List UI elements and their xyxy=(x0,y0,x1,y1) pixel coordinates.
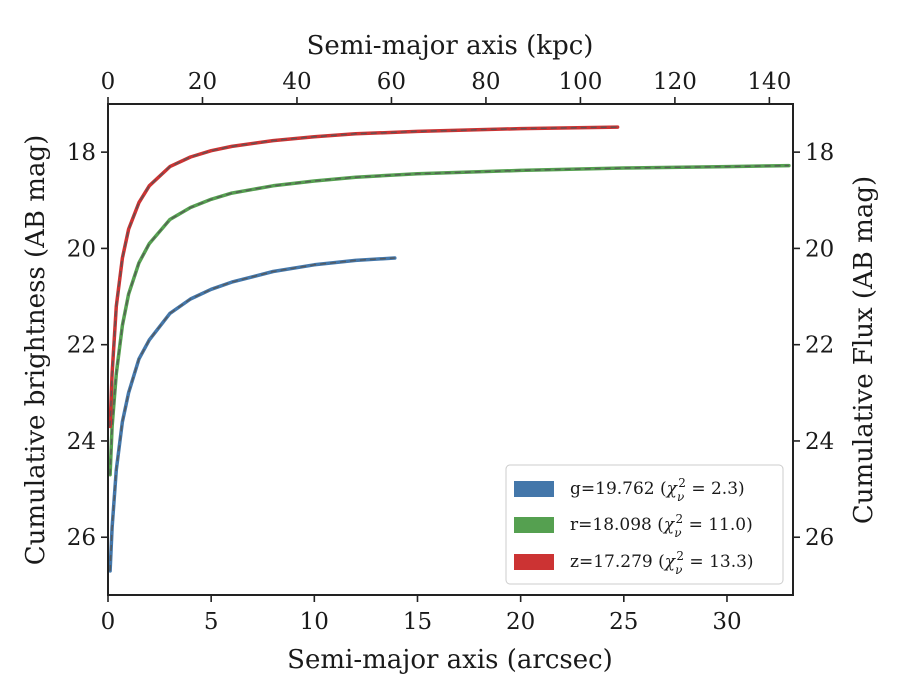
y-tick-label-18: 18 xyxy=(67,140,96,166)
right-y-tick-label-26: 26 xyxy=(805,525,834,551)
legend-entry-r: r=18.098 (χν2 = 11.0) xyxy=(514,512,753,540)
series-model-line-z xyxy=(109,126,618,427)
top-x-tick-label-100: 100 xyxy=(558,69,602,95)
right-y-tick-label-20: 20 xyxy=(805,236,834,262)
top-x-tick-label-40: 40 xyxy=(282,69,311,95)
y-tick-label-26: 26 xyxy=(67,525,96,551)
right-y-tick-label-22: 22 xyxy=(805,333,834,359)
legend: g=19.762 (χν2 = 2.3) r=18.098 (χν2 = 11.… xyxy=(505,464,784,585)
series-model-line-g xyxy=(109,257,395,571)
x-tick-label-25: 25 xyxy=(609,609,638,635)
x-tick-label-30: 30 xyxy=(712,609,741,635)
legend-swatch-r xyxy=(514,517,554,533)
x-tick-label-20: 20 xyxy=(506,609,535,635)
right-y-tick-label-24: 24 xyxy=(805,429,834,455)
top-x-tick-label-140: 140 xyxy=(747,69,791,95)
legend-box xyxy=(505,464,784,585)
y-axis-title: Cumulative brightness (AB mag) xyxy=(21,135,51,566)
series-line-r xyxy=(108,163,791,477)
plot-frame xyxy=(107,103,794,596)
series-line-z xyxy=(108,125,620,429)
legend-label-g: g=19.762 (χν2 = 2.3) xyxy=(570,476,745,504)
legend-label-z: z=17.279 (χν2 = 13.3) xyxy=(570,549,754,577)
top-x-axis-title: Semi-major axis (kpc) xyxy=(307,31,594,61)
top-x-tick-label-20: 20 xyxy=(188,69,217,95)
y-tick-label-20: 20 xyxy=(67,236,96,262)
top-x-tick-label-60: 60 xyxy=(377,69,406,95)
legend-entry-g: g=19.762 (χν2 = 2.3) xyxy=(514,476,745,504)
series-model-line-r xyxy=(109,164,789,475)
series-line-g xyxy=(108,256,397,573)
right-y-axis-title: Cumulative Flux (AB mag) xyxy=(849,176,879,524)
y-tick-label-24: 24 xyxy=(67,429,96,455)
legend-swatch-g xyxy=(514,481,554,497)
x-tick-label-0: 0 xyxy=(101,609,116,635)
top-x-tick-label-80: 80 xyxy=(471,69,500,95)
x-axis-title: Semi-major axis (arcsec) xyxy=(287,645,613,675)
x-tick-label-15: 15 xyxy=(403,609,432,635)
top-x-tick-label-0: 0 xyxy=(101,69,116,95)
x-tick-label-5: 5 xyxy=(204,609,219,635)
top-x-tick-label-120: 120 xyxy=(653,69,697,95)
legend-swatch-z xyxy=(514,554,554,570)
legend-entry-z: z=17.279 (χν2 = 13.3) xyxy=(514,549,754,577)
axes: 0 5 10 15 20 25 30 0 20 40 60 80 100 120 140 18 18 20 20 22… xyxy=(67,69,835,635)
x-tick-label-10: 10 xyxy=(300,609,329,635)
legend-label-r: r=18.098 (χν2 = 11.0) xyxy=(570,512,753,540)
plot-area xyxy=(108,125,791,573)
y-tick-label-22: 22 xyxy=(67,333,96,359)
right-y-tick-label-18: 18 xyxy=(805,140,834,166)
